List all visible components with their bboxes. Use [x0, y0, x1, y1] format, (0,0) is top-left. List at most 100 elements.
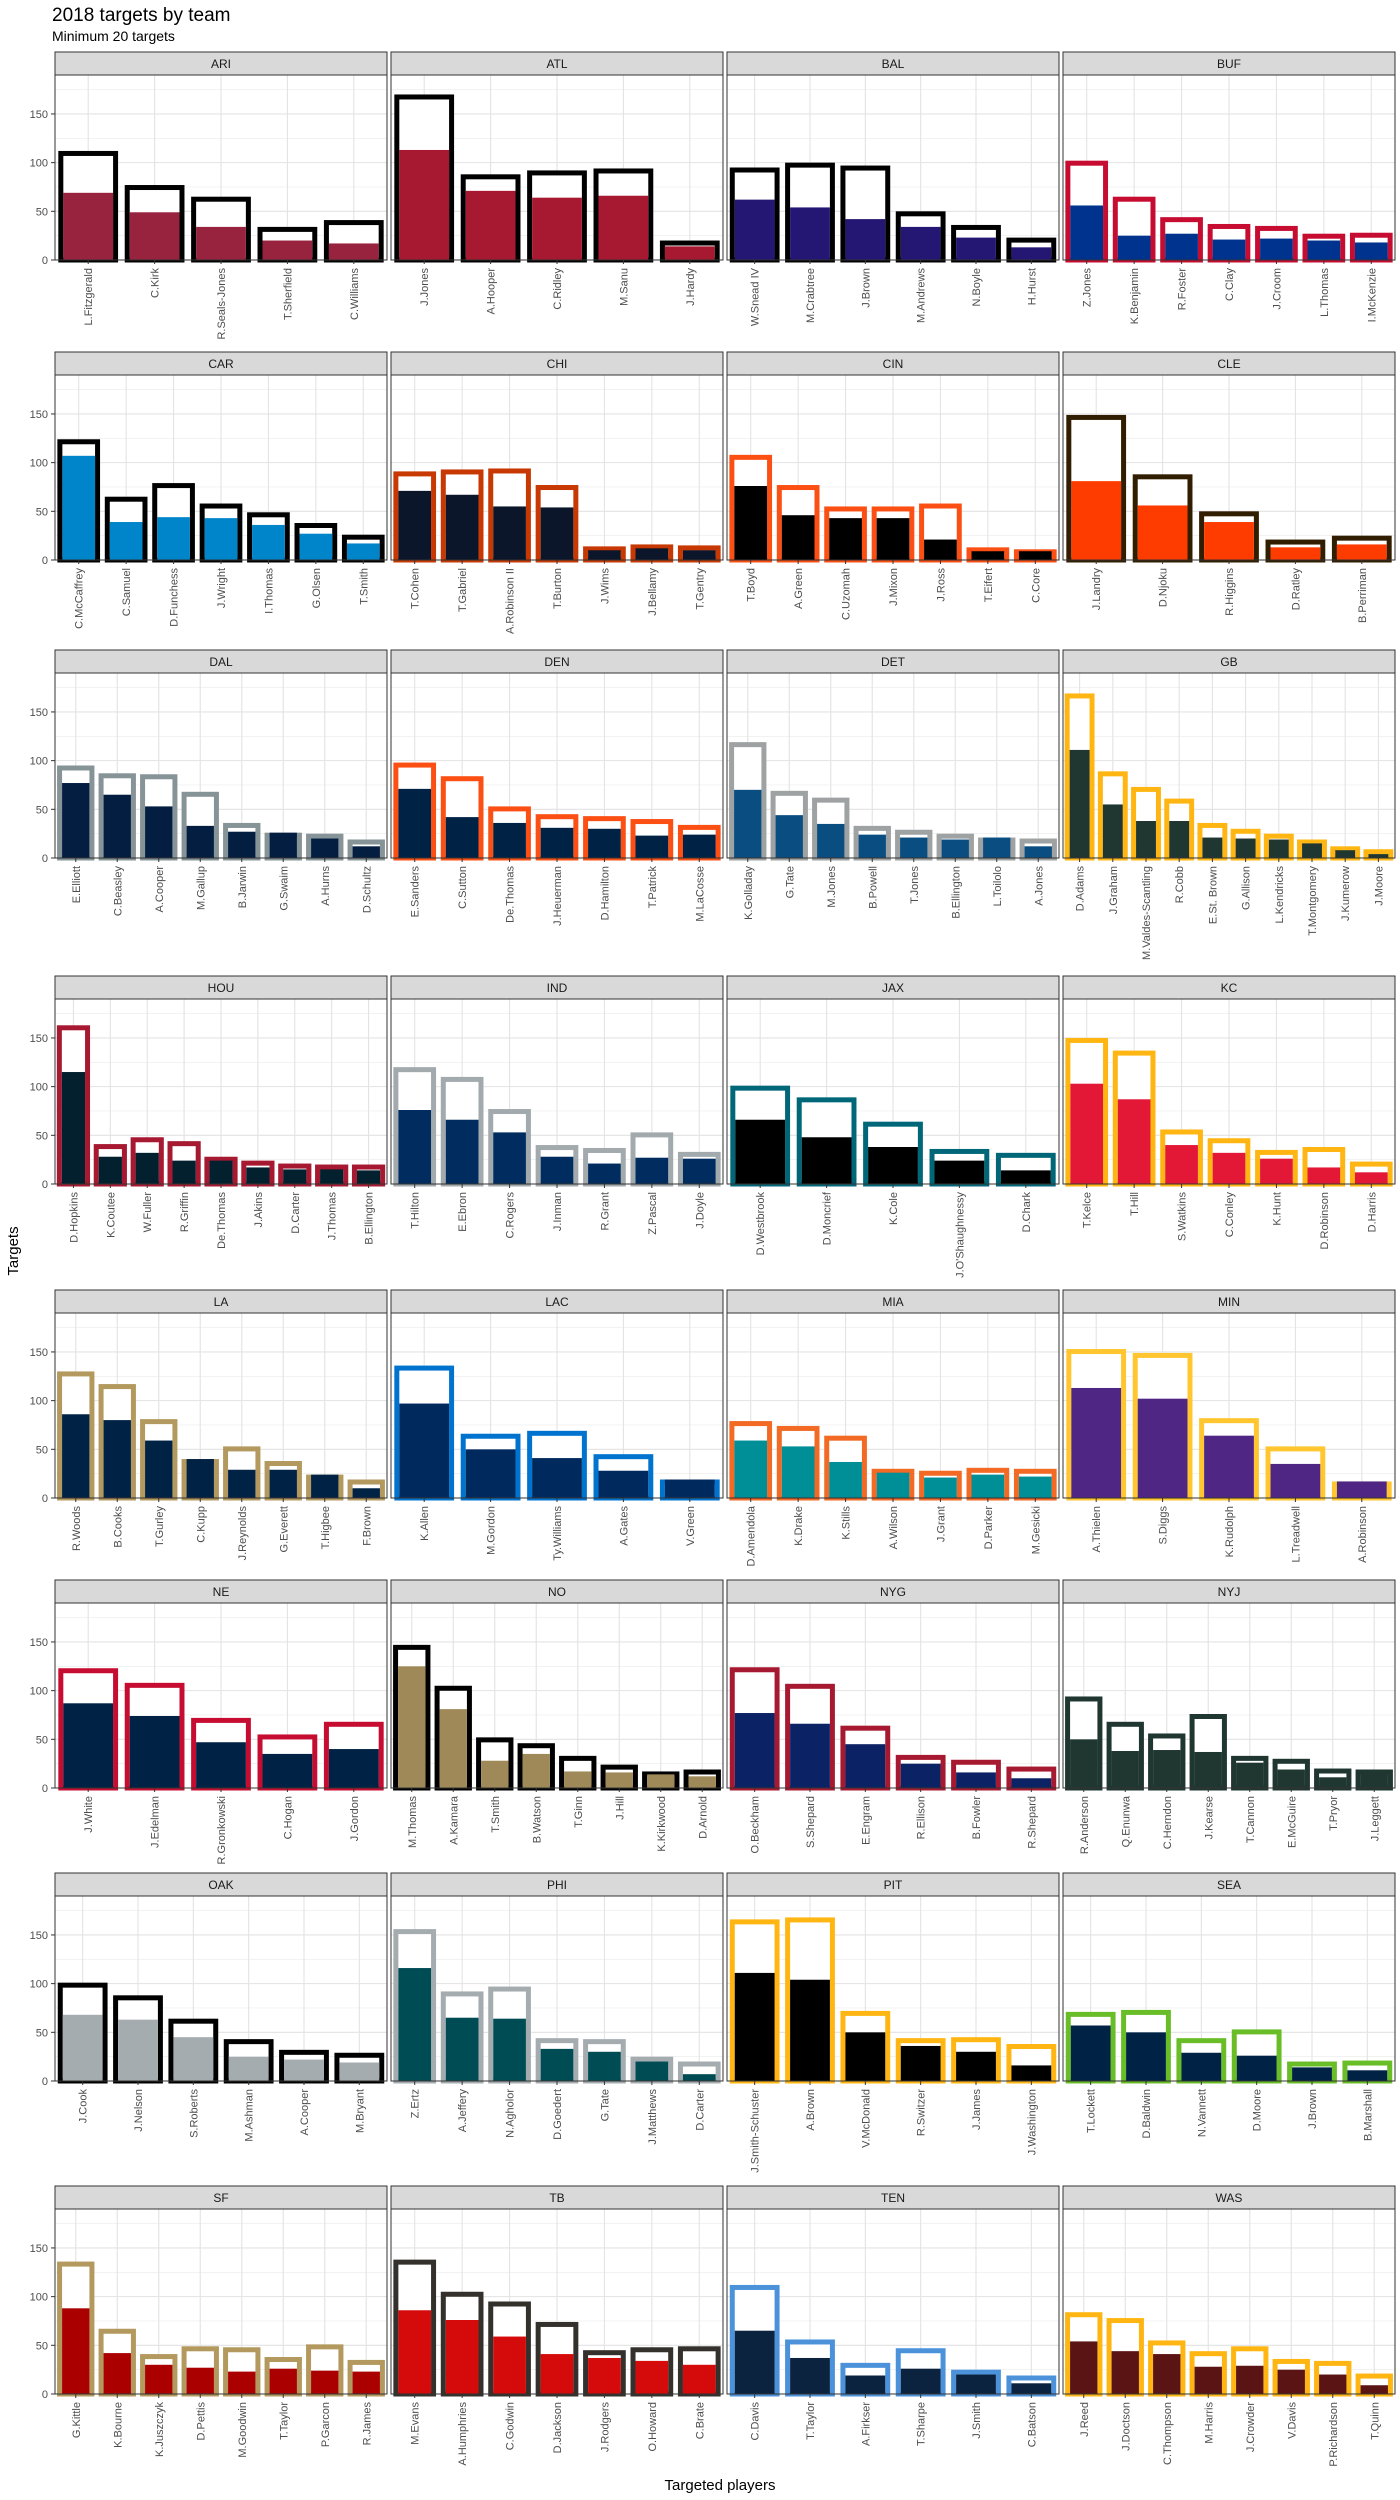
x-tick-label: T.Cannon: [1245, 1796, 1257, 1843]
x-tick-label: M.Harris: [1203, 2402, 1215, 2444]
bar-receptions: [1336, 1481, 1387, 1498]
x-tick-label: C.McCaffrey: [74, 568, 86, 629]
bar-receptions: [1307, 1167, 1341, 1184]
bar-receptions: [356, 1170, 381, 1184]
bar-receptions: [186, 825, 214, 858]
panel-border: [54, 2208, 388, 2395]
panel-gb: GB D.Adams J.Graham M.Valdes-Scantling R.Cob…: [1062, 649, 1396, 960]
panel-jax: JAX D.Westbrook D.Moncrief K.Cole J.O'Shaugh…: [726, 975, 1060, 1278]
bar-receptions: [196, 1742, 246, 1788]
x-tick-label: J.Crowder: [1245, 2402, 1257, 2452]
x-tick-label: Q.Enunwa: [1120, 1795, 1132, 1847]
x-tick-label: B.Marshall: [1362, 2089, 1374, 2141]
x-tick-label: O.Beckham: [750, 1796, 762, 1853]
x-tick-label: T.Quinn: [1369, 2402, 1381, 2440]
x-tick-label: W.Snead IV: [750, 267, 762, 326]
panel-border: [726, 1895, 1060, 2082]
x-tick-label: T.Gurley: [154, 1506, 166, 1547]
bar-receptions: [900, 226, 941, 260]
x-tick-label: B.Perriman: [1357, 568, 1369, 623]
x-tick-label: T.Sherfield: [282, 268, 294, 320]
x-tick-label: C.Sutton: [457, 866, 469, 909]
x-tick-label: T.Jones: [909, 866, 921, 904]
bar-receptions: [481, 1760, 509, 1788]
x-tick-label: J.Graham: [1108, 866, 1120, 914]
facet-strip-label: SEA: [1217, 1878, 1241, 1892]
bar-receptions: [598, 195, 649, 260]
x-tick-label: D.Funchess: [169, 568, 181, 627]
y-tick-label: 0: [42, 255, 48, 267]
panel-background: [727, 75, 1059, 260]
x-tick-label: R.Gronkowski: [216, 1796, 228, 1864]
x-tick-label: V.Davis: [1286, 2402, 1298, 2439]
bar-receptions: [924, 1477, 957, 1498]
panel-was: WAS J.Reed J.Doctson C.Thompson M.Harris J.Cr…: [1062, 2185, 1396, 2467]
bar-receptions: [588, 1163, 621, 1184]
panel-border: [726, 374, 1060, 561]
bar-receptions: [63, 192, 114, 260]
bar-receptions: [493, 1132, 526, 1184]
panel-border: [1062, 998, 1396, 1185]
x-tick-label: J.Matthews: [647, 2089, 659, 2145]
x-tick-label: P.Garcon: [320, 2402, 332, 2447]
panel-border: [54, 672, 388, 859]
bar-receptions: [1260, 1158, 1293, 1184]
x-tick-label: D.Westbrook: [755, 1192, 767, 1256]
facet-strip-label: OAK: [208, 1878, 233, 1892]
bar-receptions: [682, 1158, 716, 1184]
panel-border: [1062, 1602, 1396, 1789]
bar-receptions: [145, 806, 173, 858]
x-tick-label: A.Cooper: [299, 2089, 311, 2136]
x-tick-label: A.Robinson: [1357, 1506, 1369, 1563]
bar-receptions: [320, 1169, 344, 1184]
x-tick-label: D.Robinson: [1319, 1192, 1331, 1249]
y-tick-label: 0: [42, 2389, 48, 2401]
bar-receptions: [445, 817, 479, 858]
x-tick-label: B.Jarwin: [237, 866, 249, 908]
x-tick-label: A.Thielen: [1091, 1506, 1103, 1552]
x-tick-label: J.Doyle: [694, 1192, 706, 1229]
panel-buf: BUF Z.Jones K.Benjamin R.Foster C.Clay J.Croo…: [1062, 51, 1396, 324]
x-tick-label: G.Kittle: [71, 2402, 83, 2438]
bar-receptions: [398, 490, 432, 560]
facet-strip-label: GB: [1220, 655, 1237, 669]
panel-no: NO M.Thomas A.Kamara T.Smith B.Watson T.Ginn J…: [390, 1579, 724, 1852]
bar-receptions: [734, 2330, 775, 2394]
panel-border: [390, 74, 724, 261]
x-tick-label: M.Gesicki: [1030, 1506, 1042, 1554]
panel-background: [727, 2209, 1059, 2394]
bar-receptions: [1336, 544, 1387, 560]
bar-receptions: [845, 1744, 886, 1788]
panel-cle: CLE J.Landry D.Njoku R.Higgins D.Ratley B.Per…: [1062, 351, 1396, 623]
x-tick-label: D.Parker: [983, 1506, 995, 1550]
bar-receptions: [311, 838, 339, 858]
bar-receptions: [398, 1666, 426, 1788]
bar-receptions: [1070, 2341, 1098, 2394]
x-tick-label: M.Jones: [826, 866, 838, 908]
x-tick-label: C.Kupp: [195, 1506, 207, 1543]
x-tick-label: J.Wims: [599, 568, 611, 605]
x-tick-label: E.Sanders: [410, 866, 422, 918]
bar-receptions: [801, 1137, 852, 1184]
bar-receptions: [781, 1446, 815, 1498]
bar-receptions: [493, 822, 526, 858]
y-tick-label: 50: [36, 2027, 48, 2039]
y-tick-label: 50: [36, 1444, 48, 1456]
x-tick-label: G.Olsen: [311, 568, 323, 608]
panel-border: [390, 374, 724, 561]
x-tick-label: J.Reynolds: [237, 1506, 249, 1561]
bar-receptions: [269, 832, 297, 858]
x-tick-label: N.Boyle: [971, 268, 983, 307]
bar-receptions: [971, 551, 1005, 560]
bar-receptions: [1102, 804, 1123, 858]
bar-receptions: [588, 828, 621, 858]
bar-receptions: [311, 1474, 339, 1498]
x-tick-label: J.Heuerman: [552, 866, 564, 926]
facet-strip-label: WAS: [1216, 2191, 1243, 2205]
bar-receptions: [775, 815, 803, 858]
y-tick-label: 150: [30, 1930, 48, 1942]
panel-lac: LAC K.Allen M.Gordon Ty.Williams A.Gates V.Gr…: [390, 1289, 724, 1561]
panel-car: CAR C.McCaffrey C.Samuel D.Funchess J.Wright…: [30, 351, 388, 629]
bar-receptions: [1307, 240, 1341, 260]
panel-border: [390, 2208, 724, 2395]
